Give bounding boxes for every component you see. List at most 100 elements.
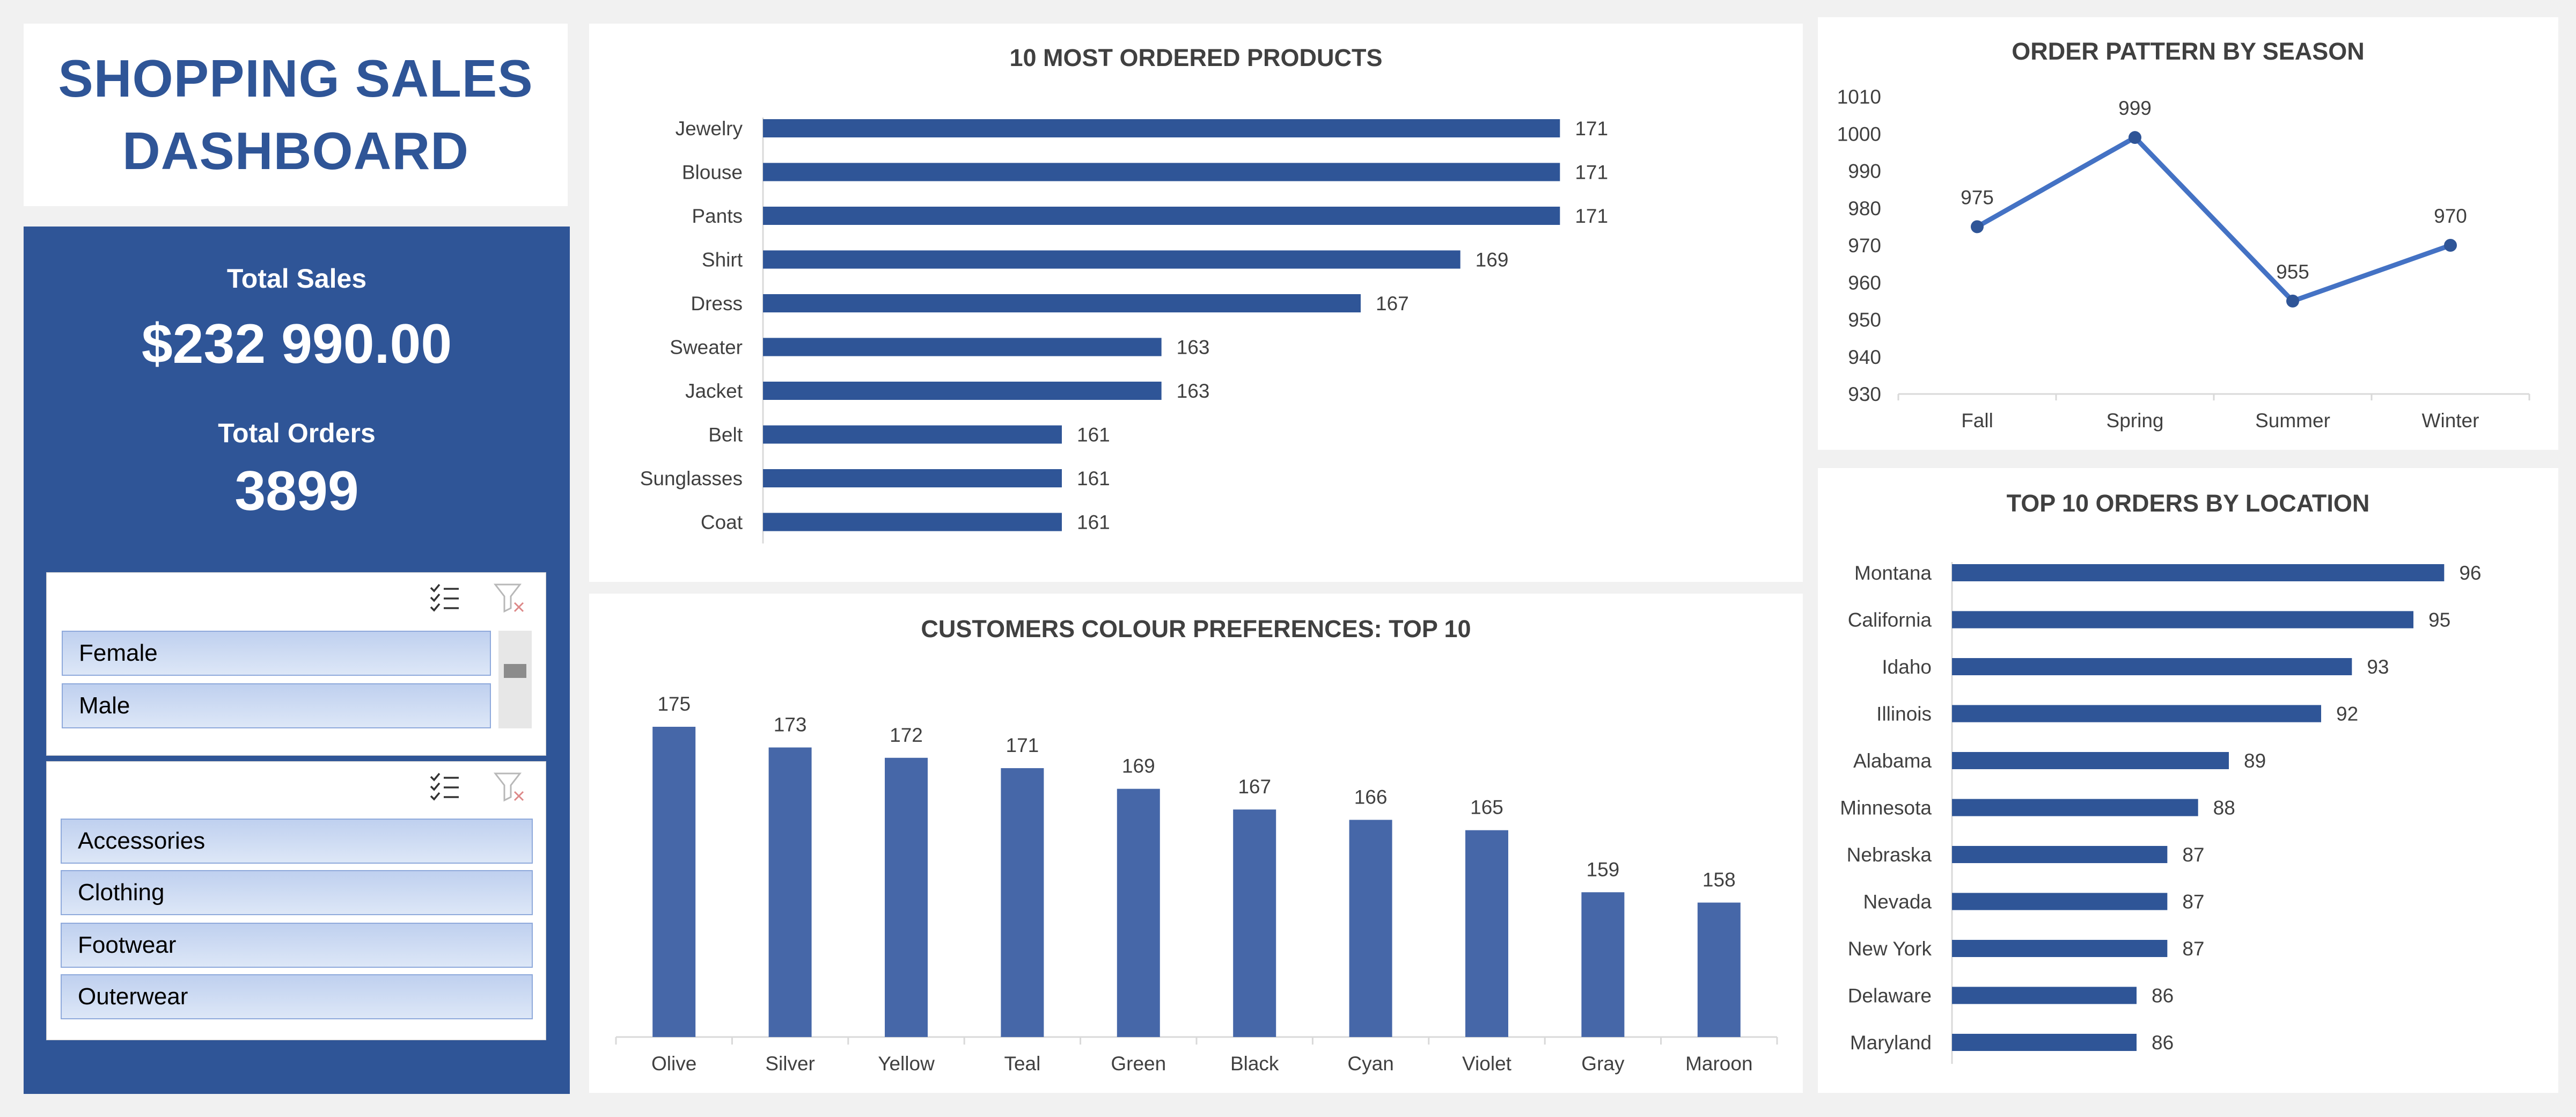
data-label: 88 <box>2213 797 2235 819</box>
category-label: Sweater <box>670 337 743 359</box>
bar-minnesota <box>1952 799 2198 816</box>
bar-alabama <box>1952 752 2229 769</box>
locations-chart-panel: TOP 10 ORDERS BY LOCATION Montana 96 Calif… <box>1818 468 2558 1093</box>
products-bar-chart: Jewelry 171 Blouse 171 Pants 171 Shirt 169 Dress… <box>640 118 1608 544</box>
data-label: 975 <box>1961 186 1994 208</box>
category-label: Cyan <box>1347 1053 1393 1075</box>
category-label: Maryland <box>1850 1032 1932 1054</box>
bar-blouse <box>763 163 1560 181</box>
y-tick-label: 960 <box>1848 272 1881 294</box>
total-sales-value: $232 990.00 <box>141 313 452 375</box>
category-slicer: Accessories Clothing Footwear Outerwear <box>46 761 546 1040</box>
bar-idaho <box>1952 658 2352 675</box>
multi-select-icon[interactable] <box>429 582 461 612</box>
slicer-item-male[interactable]: Male <box>62 683 491 728</box>
data-label: 161 <box>1077 424 1110 446</box>
locations-chart-title: TOP 10 ORDERS BY LOCATION <box>2006 490 2370 517</box>
data-label: 970 <box>2434 205 2467 227</box>
slicer-item-outerwear[interactable]: Outerwear <box>61 974 533 1019</box>
y-tick-label: 980 <box>1848 198 1881 220</box>
category-label: Maroon <box>1685 1053 1752 1075</box>
data-label: 96 <box>2459 562 2481 584</box>
column-green <box>1117 789 1160 1037</box>
season-chart-panel: ORDER PATTERN BY SEASON 930 940 950 960 970 9… <box>1818 17 2558 450</box>
category-label: Alabama <box>1853 750 1932 772</box>
y-tick-label: 1010 <box>1837 86 1881 108</box>
bar-jewelry <box>763 119 1560 137</box>
point-summer <box>2286 294 2299 308</box>
products-chart-title: 10 MOST ORDERED PRODUCTS <box>1009 44 1383 71</box>
point-fall <box>1971 220 1984 233</box>
category-label: Montana <box>1854 562 1932 584</box>
bar-delaware <box>1952 987 2137 1004</box>
column-black <box>1233 809 1276 1037</box>
category-label: Winter <box>2422 410 2479 432</box>
season-line-chart: 930 940 950 960 970 980 990 1000 1010 975 Fall 999 S… <box>1837 86 2530 432</box>
category-label: Olive <box>651 1053 696 1075</box>
slicer-scrollbar-thumb[interactable] <box>504 664 526 678</box>
column-silver <box>768 747 812 1037</box>
colours-column-chart: 175 Olive 173 Silver 172 Yellow 171 Teal 169 Gree… <box>615 693 1778 1075</box>
clear-filter-icon[interactable] <box>493 582 526 614</box>
category-label: Jewelry <box>676 118 743 140</box>
data-label: 158 <box>1702 869 1736 891</box>
category-label: California <box>1848 609 1932 631</box>
y-tick-label: 990 <box>1848 160 1881 182</box>
data-label: 163 <box>1177 380 1210 402</box>
y-tick-label: 930 <box>1848 383 1881 405</box>
bar-belt <box>763 425 1062 444</box>
clear-filter-icon[interactable] <box>493 771 526 802</box>
category-label: Coat <box>701 512 743 534</box>
bar-dress <box>763 294 1361 312</box>
bar-illinois <box>1952 705 2321 722</box>
category-label: Fall <box>1961 410 1993 432</box>
category-label: New York <box>1848 938 1932 960</box>
data-label: 171 <box>1575 205 1608 227</box>
slicer-item-accessories[interactable]: Accessories <box>61 819 533 864</box>
category-label: Jacket <box>685 380 743 402</box>
data-label: 167 <box>1376 293 1409 315</box>
bar-pants <box>763 207 1560 225</box>
total-sales-label: Total Sales <box>226 264 367 294</box>
category-label: Teal <box>1004 1053 1040 1075</box>
bar-new-york <box>1952 940 2168 957</box>
data-label: 171 <box>1575 118 1608 140</box>
category-label: Shirt <box>702 249 743 271</box>
slicer-item-footwear[interactable]: Footwear <box>61 923 533 968</box>
category-label: Illinois <box>1876 703 1932 725</box>
data-label: 171 <box>1006 734 1039 756</box>
data-label: 955 <box>2276 261 2309 283</box>
category-label: Violet <box>1462 1053 1512 1075</box>
slicer-scrollbar[interactable] <box>498 631 532 728</box>
category-label: Belt <box>708 424 743 446</box>
data-label: 87 <box>2182 938 2204 960</box>
data-label: 92 <box>2336 703 2358 725</box>
column-yellow <box>885 757 928 1037</box>
slicer-item-clothing[interactable]: Clothing <box>61 870 533 915</box>
slicer-item-female[interactable]: Female <box>62 631 491 676</box>
y-tick-label: 950 <box>1848 309 1881 331</box>
bar-shirt <box>763 250 1461 269</box>
column-violet <box>1465 830 1508 1037</box>
category-label: Sunglasses <box>640 468 743 490</box>
data-label: 175 <box>657 693 691 715</box>
category-label: Pants <box>692 205 743 227</box>
colours-chart-panel: CUSTOMERS COLOUR PREFERENCES: TOP 10 175… <box>589 594 1803 1093</box>
dashboard-title-line-2: DASHBOARD <box>122 121 469 180</box>
column-teal <box>1001 768 1044 1037</box>
multi-select-icon[interactable] <box>429 771 461 801</box>
category-label: Idaho <box>1882 656 1932 678</box>
column-maroon <box>1697 902 1741 1037</box>
category-label: Delaware <box>1848 985 1932 1007</box>
kpi-panel: Total Sales $232 990.00 Total Orders 389… <box>24 227 570 1094</box>
season-series-line <box>1976 135 2452 304</box>
data-label: 89 <box>2244 750 2266 772</box>
data-label: 95 <box>2428 609 2450 631</box>
total-orders-label: Total Orders <box>218 418 376 448</box>
data-label: 159 <box>1587 858 1620 880</box>
data-label: 169 <box>1122 755 1155 777</box>
data-label: 161 <box>1077 468 1110 490</box>
y-tick-label: 940 <box>1848 346 1881 368</box>
category-label: Black <box>1230 1053 1279 1075</box>
category-label: Dress <box>691 293 743 315</box>
